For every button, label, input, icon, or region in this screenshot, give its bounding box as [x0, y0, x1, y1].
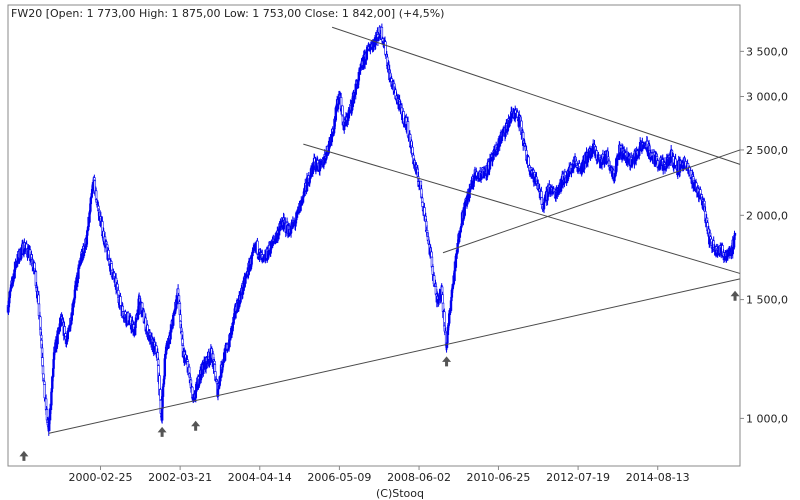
x-tick-label: 2000-02-25 — [69, 471, 133, 484]
candle-body — [334, 107, 338, 121]
candle-body — [213, 364, 217, 372]
arrow-up-icon — [19, 450, 29, 461]
x-tick-label: 2004-04-14 — [228, 471, 292, 484]
candle-body — [251, 251, 254, 257]
candle-body — [540, 191, 543, 198]
chart-info-line: FW20 [Open: 1 773,00 High: 1 875,00 Low:… — [11, 7, 444, 20]
arrow-up-icon — [191, 420, 201, 431]
candle-body — [638, 150, 641, 156]
x-tick-label: 2006-05-09 — [307, 471, 371, 484]
y-tick-label: 1 000,0 — [746, 412, 788, 425]
candle-body — [384, 41, 387, 55]
candle-body — [430, 251, 433, 258]
x-tick-label: 2002-03-21 — [148, 471, 212, 484]
y-tick-label: 2 500,0 — [746, 144, 788, 157]
candle-body — [733, 232, 737, 236]
candle-body — [85, 235, 89, 245]
plot-frame — [7, 4, 741, 467]
candle-body — [41, 365, 45, 375]
candle-body — [159, 389, 162, 401]
trendline — [48, 278, 741, 434]
x-tick-label: 2010-06-25 — [466, 471, 530, 484]
candle-body — [161, 396, 164, 409]
candle-body — [43, 381, 46, 385]
candle-body — [121, 305, 124, 312]
arrows-group — [19, 290, 740, 461]
y-tick-label: 1 500,0 — [746, 294, 788, 307]
trendlines-group — [48, 26, 741, 434]
candle-body — [41, 357, 44, 367]
candle-body — [89, 203, 92, 212]
candle-body — [448, 313, 451, 324]
y-tick-label: 2 000,0 — [746, 209, 788, 222]
candle-body — [454, 255, 458, 268]
candles-group — [6, 23, 737, 436]
trendline — [442, 149, 741, 254]
y-axis: 1 000,0 1 500,0 2 000,0 2 500,0 3 000,0 3 500… — [740, 45, 788, 425]
candle-body — [425, 230, 429, 233]
x-axis: 2000-02-25 2002-03-21 2004-04-14 2006-05-09… — [69, 466, 690, 484]
arrow-up-icon — [730, 290, 740, 301]
candle-body — [441, 294, 444, 304]
trendline — [331, 26, 741, 165]
candle-body — [77, 267, 80, 279]
candle-body — [110, 263, 113, 271]
candle-body — [110, 261, 113, 264]
x-tick-label: 2012-07-19 — [546, 471, 610, 484]
arrow-up-icon — [157, 426, 167, 437]
x-tick-label: 2014-08-13 — [626, 471, 690, 484]
candle-body — [37, 294, 40, 305]
candle-body — [733, 235, 736, 240]
y-tick-label: 3 500,0 — [746, 45, 788, 58]
copyright: (C)Stooq — [376, 487, 424, 500]
candle-body — [83, 247, 86, 254]
y-tick-label: 3 000,0 — [746, 91, 788, 104]
candle-body — [423, 207, 426, 216]
x-tick-label: 2008-06-02 — [387, 471, 451, 484]
candle-body — [119, 296, 122, 306]
arrow-up-icon — [442, 356, 452, 367]
candle-body — [269, 248, 272, 254]
trendline — [303, 143, 741, 274]
candle-body — [294, 219, 298, 224]
